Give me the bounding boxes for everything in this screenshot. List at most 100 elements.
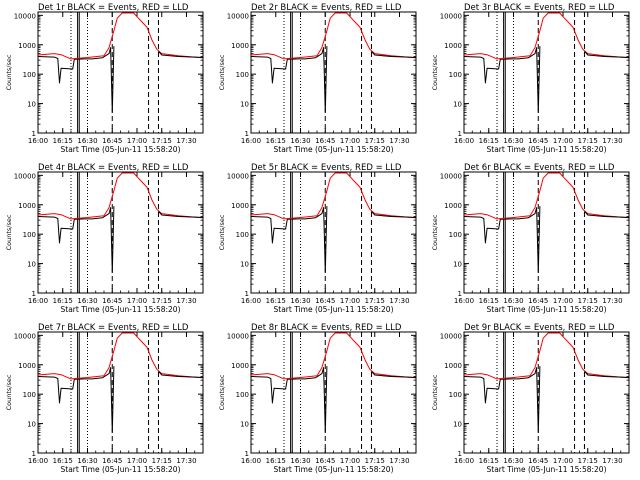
y-tick-label: 10 — [453, 421, 462, 429]
x-axis-label: Start Time (05-Jun-11 15:58:20) — [487, 305, 607, 314]
y-tick-label: 1000 — [444, 362, 462, 370]
x-tick-label: 16:45 — [315, 297, 335, 305]
x-tick-label: 17:15 — [365, 297, 385, 305]
events-series-line — [37, 206, 115, 273]
y-tick-label: 10 — [453, 261, 462, 269]
chart-title: Det 8r BLACK = Events, RED = LLD — [251, 323, 402, 333]
y-tick-label: 10 — [240, 261, 249, 269]
x-tick-label: 17:15 — [365, 137, 385, 145]
x-tick-label: 17:15 — [152, 137, 172, 145]
y-tick-label: 10 — [27, 421, 36, 429]
x-tick-label: 17:30 — [176, 297, 196, 305]
events-series-line — [37, 46, 115, 113]
x-axis-label: Start Time (05-Jun-11 15:58:20) — [274, 465, 394, 474]
y-tick-label: 10000 — [227, 12, 249, 20]
events-series-line — [158, 210, 204, 218]
y-tick-label: 100 — [23, 231, 36, 239]
x-tick-label: 16:30 — [77, 297, 97, 305]
x-tick-label: 17:30 — [176, 457, 196, 465]
lld-series-line — [37, 332, 204, 380]
y-tick-label: 1 — [458, 130, 462, 138]
y-tick-label: 10000 — [227, 172, 249, 180]
x-tick-label: 16:45 — [315, 457, 335, 465]
x-tick-label: 17:00 — [340, 297, 360, 305]
x-tick-label: 16:15 — [479, 137, 499, 145]
lld-series-line — [463, 332, 630, 380]
events-series-line — [250, 366, 328, 433]
x-tick-label: 16:45 — [528, 457, 548, 465]
x-tick-label: 17:30 — [602, 137, 622, 145]
x-tick-label: 16:15 — [266, 457, 286, 465]
chart-title: Det 7r BLACK = Events, RED = LLD — [38, 323, 189, 333]
y-tick-label: 100 — [23, 391, 36, 399]
x-tick-label: 17:00 — [553, 457, 573, 465]
x-tick-label: 16:45 — [102, 137, 122, 145]
y-tick-label: 10 — [240, 101, 249, 109]
x-tick-label: 17:30 — [176, 137, 196, 145]
plot-frame — [250, 171, 417, 294]
y-tick-label: 1000 — [231, 362, 249, 370]
y-tick-label: 100 — [236, 231, 249, 239]
y-tick-label: 10000 — [14, 332, 36, 340]
y-tick-label: 100 — [23, 71, 36, 79]
x-tick-label: 17:15 — [578, 457, 598, 465]
y-tick-label: 10 — [27, 101, 36, 109]
x-tick-label: 17:30 — [602, 457, 622, 465]
x-tick-label: 16:00 — [454, 297, 474, 305]
y-axis-label: Counts/sec — [431, 374, 439, 410]
events-series-line — [158, 50, 204, 58]
y-tick-label: 1000 — [231, 202, 249, 210]
x-tick-label: 16:15 — [53, 457, 73, 465]
x-tick-label: 16:00 — [454, 457, 474, 465]
plot-frame — [250, 331, 417, 454]
chart-title: Det 5r BLACK = Events, RED = LLD — [251, 163, 402, 173]
plot-frame — [37, 11, 204, 134]
events-series-line — [463, 206, 541, 273]
x-tick-label: 16:30 — [77, 137, 97, 145]
lld-series-line — [463, 12, 630, 60]
y-tick-label: 100 — [449, 231, 462, 239]
events-series-line — [463, 366, 541, 433]
y-tick-label: 10000 — [14, 12, 36, 20]
y-tick-label: 1000 — [444, 202, 462, 210]
plot-frame — [463, 11, 630, 134]
events-series-line — [371, 370, 417, 378]
panel-det-4: Det 4r BLACK = Events, RED = LLD 1 10 100 10… — [5, 163, 204, 314]
y-axis-label: Counts/sec — [431, 54, 439, 90]
y-axis-label: Counts/sec — [218, 54, 226, 90]
lld-series-line — [250, 172, 417, 220]
plot-frame — [37, 331, 204, 454]
x-tick-label: 17:15 — [152, 297, 172, 305]
x-tick-label: 17:00 — [553, 137, 573, 145]
x-tick-label: 16:30 — [290, 137, 310, 145]
x-tick-label: 16:45 — [315, 137, 335, 145]
y-tick-label: 1 — [32, 450, 36, 458]
x-tick-label: 16:45 — [528, 137, 548, 145]
x-tick-label: 16:00 — [28, 297, 48, 305]
y-tick-label: 1 — [32, 130, 36, 138]
events-series-line — [463, 46, 541, 113]
panel-det-1: Det 1r BLACK = Events, RED = LLD 1 10 100 10… — [5, 3, 204, 154]
x-tick-label: 16:30 — [290, 297, 310, 305]
panel-det-9: Det 9r BLACK = Events, RED = LLD 1 10 100 10… — [431, 323, 630, 474]
x-axis-label: Start Time (05-Jun-11 15:58:20) — [61, 145, 181, 154]
y-axis-label: Counts/sec — [5, 214, 13, 250]
panel-det-2: Det 2r BLACK = Events, RED = LLD 1 10 100 10… — [218, 3, 417, 154]
x-tick-label: 17:30 — [389, 457, 409, 465]
plot-frame — [463, 331, 630, 454]
plot-frame — [463, 171, 630, 294]
x-tick-label: 16:30 — [503, 457, 523, 465]
lld-series-line — [463, 172, 630, 220]
y-tick-label: 10000 — [227, 332, 249, 340]
y-tick-label: 1000 — [18, 362, 36, 370]
y-tick-label: 10000 — [440, 172, 462, 180]
x-tick-label: 16:00 — [454, 137, 474, 145]
chart-title: Det 2r BLACK = Events, RED = LLD — [251, 3, 402, 13]
x-tick-label: 16:45 — [102, 297, 122, 305]
x-tick-label: 16:15 — [53, 137, 73, 145]
x-tick-label: 16:45 — [102, 457, 122, 465]
y-tick-label: 10000 — [14, 172, 36, 180]
x-axis-label: Start Time (05-Jun-11 15:58:20) — [274, 305, 394, 314]
x-tick-label: 17:00 — [127, 137, 147, 145]
